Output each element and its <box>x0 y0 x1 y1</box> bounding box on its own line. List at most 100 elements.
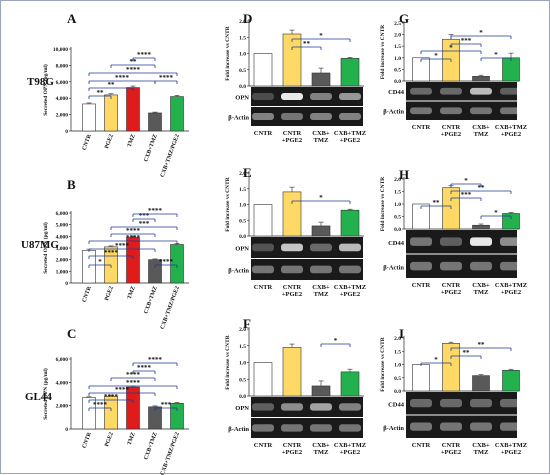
y-tick-label: 2,000 <box>56 404 69 410</box>
significance-stars: **** <box>137 51 152 59</box>
blot-band <box>310 265 332 274</box>
blot-band <box>310 243 332 252</box>
y-axis-label: Fold increase vs CNTR <box>380 176 386 231</box>
category-label-line: CXB+TMZ <box>334 442 366 449</box>
significance-stars: **** <box>115 242 130 250</box>
bar <box>502 57 520 82</box>
significance-stars: **** <box>159 258 174 266</box>
y-tick-label: 0.5 <box>394 376 401 382</box>
y-tick-label: 1,000 <box>56 269 69 275</box>
blot-target-strip <box>406 392 517 415</box>
category-label-line: TMZ <box>314 137 329 144</box>
category-label-line: CXB+TMZ <box>495 442 527 449</box>
panel-letter: E <box>243 165 252 180</box>
bar <box>148 112 162 132</box>
y-axis-label: Fold increase vs CNTR <box>225 25 231 80</box>
significance-stars: ** <box>97 89 105 97</box>
blot-band <box>470 107 492 115</box>
category-label: PGE2 <box>104 134 115 150</box>
category-label-line: CNTR <box>442 442 461 449</box>
category-label-line: +PGE2 <box>282 449 302 456</box>
significance-stars: **** <box>126 379 141 387</box>
blot-band <box>470 237 492 246</box>
category-label-line: CXB+ <box>472 282 490 289</box>
blot-band <box>470 87 492 95</box>
y-tick-label: 10,000 <box>53 47 68 53</box>
bar <box>253 362 273 397</box>
significance-stars: *** <box>461 37 472 45</box>
blot-actin-strip <box>251 107 363 126</box>
y-tick-label: 0.0 <box>394 389 401 395</box>
blot-band <box>410 237 432 246</box>
category-label-line: TMZ <box>314 291 329 298</box>
significance-stars: **** <box>104 393 119 401</box>
category-label-line: CXB+TMZ <box>334 284 366 291</box>
blot-band <box>252 243 274 252</box>
blot-band <box>252 265 274 274</box>
blot-protein-label: CD44 <box>388 89 405 96</box>
bar <box>412 203 430 230</box>
blot-actin-strip <box>406 415 517 438</box>
blot-loading-label: β-Actin <box>383 265 404 272</box>
blot-band <box>410 261 432 271</box>
significance-stars: * <box>334 337 338 345</box>
y-tick-label: 0.5 <box>394 215 401 221</box>
category-label: CXB+TMZ/PGE2 <box>160 432 181 475</box>
y-tick-label: 1.0 <box>239 203 246 209</box>
significance-stars: * <box>434 52 438 60</box>
bar <box>253 53 273 87</box>
y-axis-label: Fold increase vs CNTR <box>225 334 231 389</box>
significance-stars: * <box>319 32 323 40</box>
category-label: CNTR <box>82 285 94 303</box>
blot-loading-label: β-Actin <box>228 426 249 433</box>
category-label-line: CNTR <box>283 442 302 449</box>
blot-target-strip <box>251 237 363 258</box>
category-label-line: +PGE2 <box>441 131 461 138</box>
blot-loading-label: β-Actin <box>228 114 249 121</box>
significance-stars: **** <box>126 371 141 379</box>
blot-band <box>252 113 274 120</box>
blot-band <box>339 113 361 120</box>
panel-letter: B <box>67 177 76 192</box>
y-tick-label: 0.0 <box>239 394 246 400</box>
blot-band <box>310 424 332 432</box>
category-label-line: CXB+TMZ <box>495 124 527 131</box>
y-tick-label: 1.5 <box>239 344 246 350</box>
panel-letter: H <box>399 167 409 182</box>
blot-band <box>440 87 462 95</box>
bar <box>104 94 118 132</box>
bar <box>282 191 302 237</box>
cell-line-label: T98G <box>27 76 54 88</box>
category-label: CNTR <box>254 442 273 449</box>
blot-band <box>339 243 361 252</box>
blot-band <box>500 107 522 115</box>
blot-band <box>339 93 361 100</box>
category-label: CNTR <box>82 133 94 151</box>
blot-target-strip <box>406 82 517 101</box>
category-label-line: CXB+TMZ <box>334 130 366 137</box>
category-label: CXB+TMZ +PGE2 <box>495 442 527 456</box>
significance-stars: **** <box>126 227 141 235</box>
category-label-line: CXB+ <box>312 442 330 449</box>
y-tick-label: 0 <box>65 281 68 287</box>
y-tick-label: 0 <box>65 427 68 433</box>
blot-actin-strip <box>406 254 517 278</box>
blot-band <box>281 265 303 274</box>
panel-letter: I <box>399 326 404 341</box>
category-label: CNTR <box>412 442 431 449</box>
significance-stars: **** <box>159 74 174 82</box>
category-label-line: +PGE2 <box>501 449 521 456</box>
category-label: TMZ <box>127 432 137 447</box>
bar <box>472 375 490 392</box>
y-tick-label: 1.5 <box>394 190 401 196</box>
category-label: CXB+TMZ <box>472 124 490 138</box>
y-tick-label: 2.0 <box>239 327 246 333</box>
y-tick-label: 1.5 <box>394 349 401 355</box>
category-label: CXB+TMZ/PGE2 <box>160 286 181 331</box>
significance-stars: **** <box>148 356 163 364</box>
y-tick-label: 8,000 <box>56 63 69 69</box>
bar <box>412 364 430 392</box>
category-label-line: +PGE2 <box>340 291 360 298</box>
y-tick-label: 3,000 <box>56 246 69 252</box>
